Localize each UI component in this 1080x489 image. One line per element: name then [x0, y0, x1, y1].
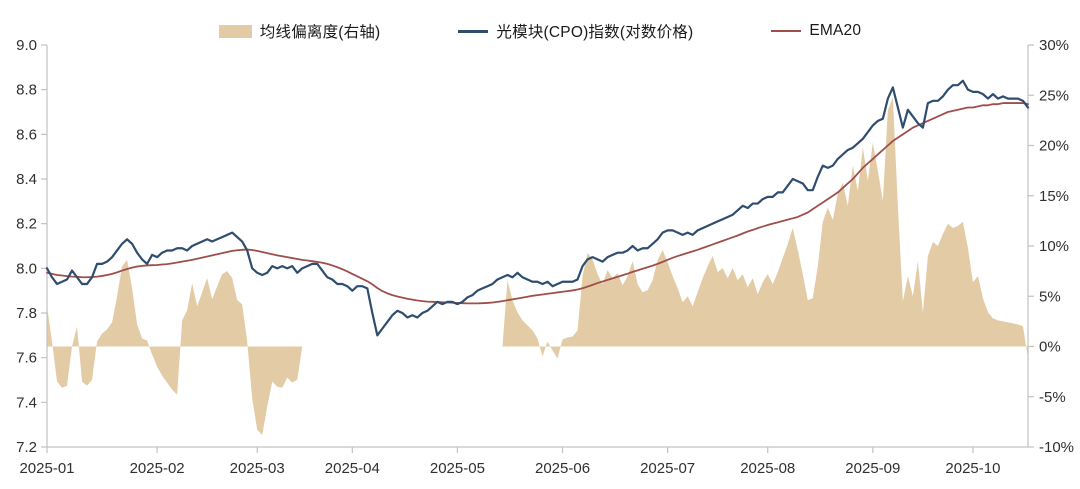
ema-line-swatch-icon — [771, 30, 802, 32]
x-axis-tick-label: 2025-10 — [945, 460, 1000, 477]
legend-item-price[interactable]: 光模块(CPO)指数(对数价格) — [458, 20, 693, 42]
deviation-area-swatch-icon — [218, 24, 252, 38]
x-axis-tick-label: 2025-05 — [430, 460, 485, 477]
right-axis-tick-label: -5% — [1039, 389, 1066, 406]
left-axis-tick-label: 7.8 — [16, 305, 37, 322]
left-axis-tick-label: 8.0 — [16, 260, 37, 277]
legend-item-ema[interactable]: EMA20 — [771, 22, 861, 40]
left-axis-tick-label: 8.4 — [16, 171, 37, 188]
x-axis-tick-label: 2025-09 — [845, 460, 900, 477]
legend-label-ema: EMA20 — [809, 22, 862, 39]
left-axis-tick-label: 8.6 — [16, 126, 37, 143]
right-axis-tick-label: -10% — [1039, 439, 1074, 456]
x-axis-tick-label: 2025-03 — [230, 460, 285, 477]
ema-line-series — [46, 102, 1029, 305]
x-axis-tick-label: 2025-08 — [740, 460, 795, 477]
right-axis-tick-label: 20% — [1039, 138, 1069, 155]
right-axis-tick-label: 30% — [1039, 37, 1069, 54]
right-axis-tick-label: 10% — [1039, 238, 1069, 255]
legend-item-deviation[interactable]: 均线偏离度(右轴) — [218, 20, 381, 42]
legend-label-price: 光模块(CPO)指数(对数价格) — [496, 24, 694, 41]
right-axis-tick-label: 15% — [1039, 188, 1069, 205]
x-axis-tick-label: 2025-07 — [640, 460, 695, 477]
x-axis-tick-label: 2025-04 — [325, 460, 380, 477]
right-axis-tick-label: 25% — [1039, 87, 1069, 104]
right-axis-tick-label: 0% — [1039, 339, 1061, 356]
right-axis-tick-label: 5% — [1039, 288, 1061, 305]
chart-legend: 均线偏离度(右轴) 光模块(CPO)指数(对数价格) EMA20 — [0, 20, 1080, 42]
left-axis-tick-label: 7.2 — [16, 439, 37, 456]
x-axis-tick-label: 2025-01 — [19, 460, 74, 477]
left-axis-tick-label: 7.4 — [16, 394, 37, 411]
left-axis-tick-label: 8.8 — [16, 82, 37, 99]
deviation-area-series — [47, 97, 1028, 435]
x-axis-tick-label: 2025-02 — [130, 460, 185, 477]
left-axis-tick-label: 8.2 — [16, 216, 37, 233]
x-axis-tick-label: 2025-06 — [535, 460, 590, 477]
legend-label-deviation: 均线偏离度(右轴) — [259, 24, 381, 41]
left-axis-tick-label: 7.6 — [16, 350, 37, 367]
price-line-series — [45, 79, 1030, 337]
left-axis-tick-label: 9.0 — [16, 37, 37, 54]
price-line-swatch-icon — [458, 29, 489, 33]
